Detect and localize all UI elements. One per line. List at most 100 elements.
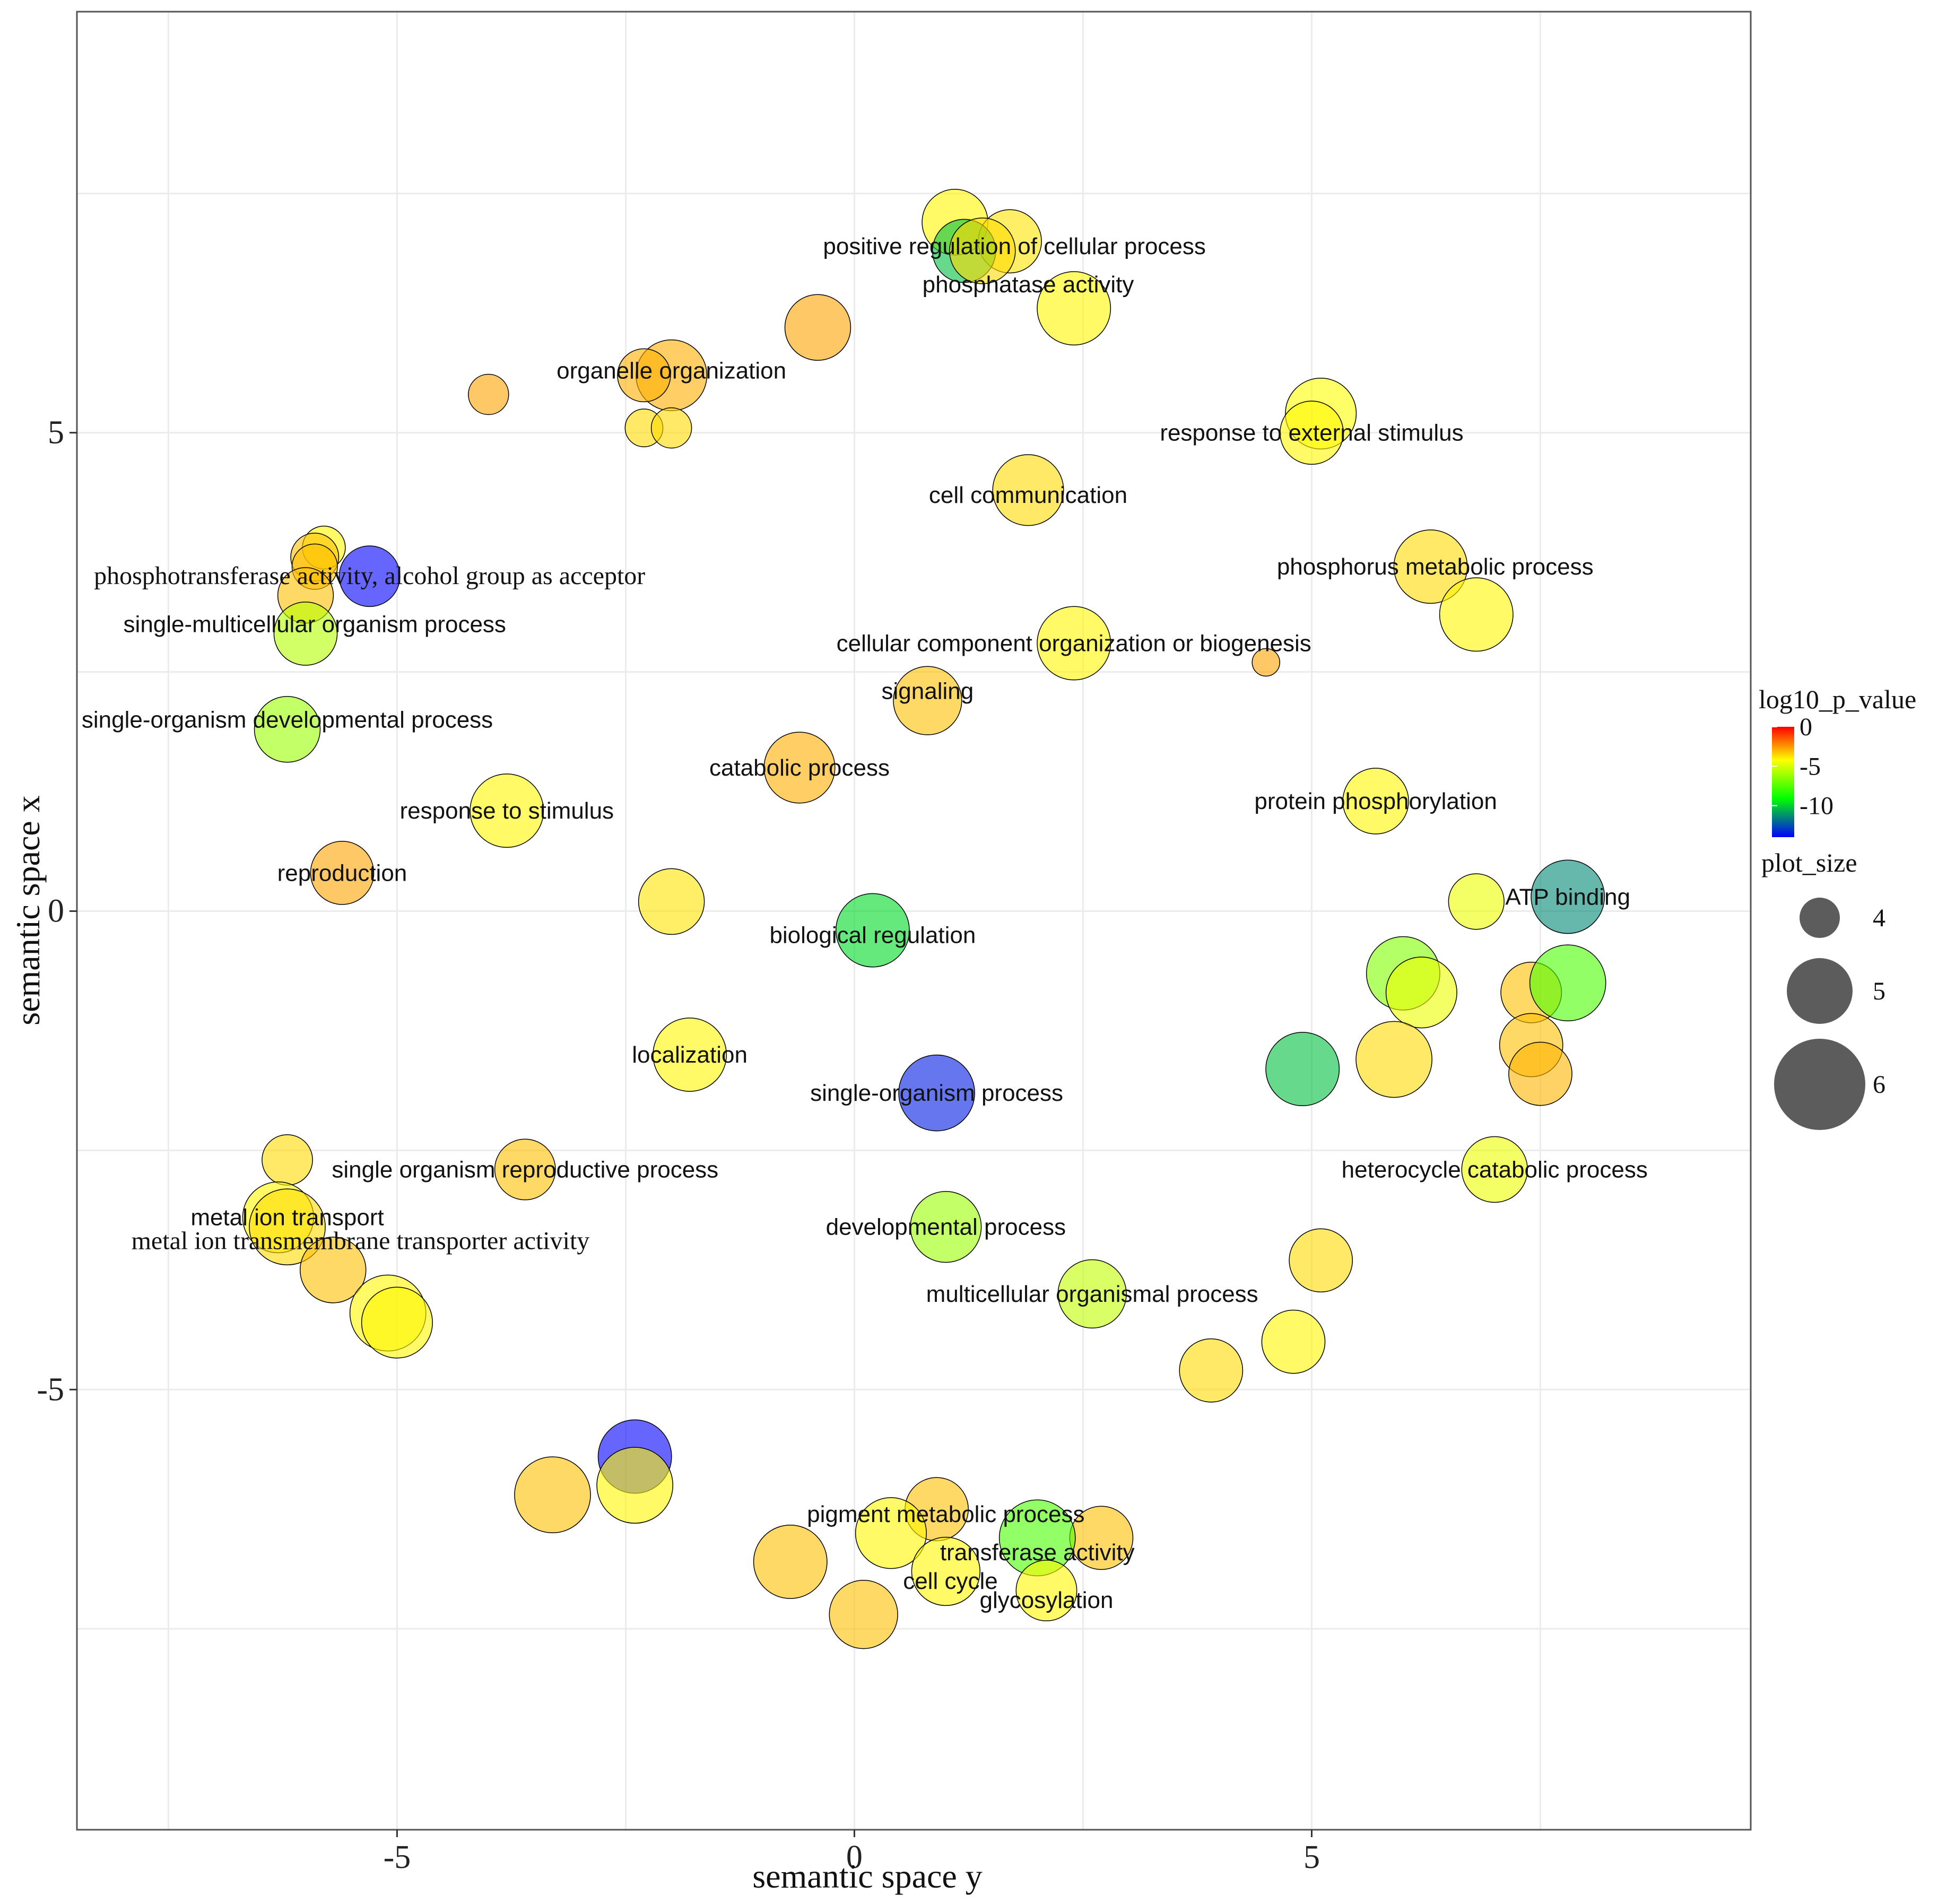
bubble-point (1265, 1032, 1340, 1107)
color-tick-label: -5 (1800, 752, 1821, 780)
term-label: signaling (882, 679, 974, 705)
bubble-point (1461, 1136, 1528, 1203)
bubble-point (249, 1188, 326, 1266)
size-legend-label: 4 (1873, 904, 1885, 932)
y-axis-title: semantic space x (9, 795, 47, 1025)
bubble-point (617, 348, 671, 403)
term-labels: positive regulation of cellular process p… (82, 233, 1648, 1613)
size-legend-circle (1787, 958, 1853, 1024)
bubble-point (1342, 768, 1409, 834)
bubble-point (829, 1580, 898, 1649)
bubble-point (338, 545, 401, 607)
term-label: phosphorus metabolic process (1277, 554, 1594, 580)
color-legend-bar (1772, 727, 1794, 837)
term-label: localization (632, 1042, 748, 1068)
bubble-point (949, 218, 1016, 284)
size-legend-label: 5 (1873, 977, 1885, 1005)
term-label: heterocycle catabolic process (1342, 1157, 1648, 1183)
y-tick-label: -5 (37, 1371, 64, 1407)
bubble-point (1252, 648, 1281, 677)
bubble-point (1393, 529, 1468, 604)
bubble-point (763, 732, 836, 804)
term-label: single organism reproductive process (332, 1157, 718, 1183)
bubble-point (784, 294, 851, 361)
term-label: catabolic process (709, 755, 890, 781)
bubble-point (835, 893, 910, 968)
bubble-point (299, 1237, 367, 1303)
bubble-point (361, 1286, 433, 1359)
term-label: cellular component organization or bioge… (837, 630, 1311, 656)
term-label: response to stimulus (400, 798, 614, 824)
term-label: biological regulation (769, 923, 976, 949)
bubble-point (653, 1018, 727, 1092)
bubble-point (254, 696, 321, 763)
term-label: metal ion transport (190, 1205, 384, 1231)
color-tick-label: -10 (1800, 792, 1833, 820)
bubble-point (1037, 271, 1111, 346)
size-legend-label: 6 (1873, 1071, 1885, 1099)
bubble-point (468, 373, 509, 415)
term-label: cell cycle (903, 1568, 998, 1594)
bubble-point (1439, 577, 1514, 652)
term-label: protein phosphorylation (1254, 788, 1497, 814)
x-axis-title: semantic space y (752, 1857, 983, 1895)
bubble-point (893, 666, 962, 735)
size-legend-circle (1774, 1039, 1865, 1130)
bubble-point (1015, 1560, 1077, 1622)
bubble-point (1508, 1041, 1572, 1106)
bubble-point (855, 1497, 927, 1569)
bubble-point (514, 1456, 591, 1534)
bubble-point (1531, 859, 1605, 934)
term-label: phosphatase activity (923, 272, 1134, 298)
term-label: cell communication (929, 482, 1127, 508)
bubble-point (992, 454, 1064, 526)
term-label: multicellular organismal process (926, 1281, 1258, 1307)
bubble-point (273, 602, 338, 666)
size-legend-circle (1800, 898, 1840, 938)
term-label: developmental process (826, 1214, 1066, 1240)
color-tick-label: 0 (1800, 713, 1812, 741)
bubble-point (898, 1054, 975, 1132)
bubble-point (1355, 1021, 1432, 1098)
bubble-point (1448, 873, 1505, 930)
bubble-point (1289, 1228, 1353, 1293)
term-label: organelle organization (557, 358, 786, 384)
term-label: ATP binding (1505, 884, 1630, 910)
term-label: response to external stimulus (1160, 420, 1463, 446)
bubble-point (753, 1525, 828, 1599)
bubble-point (1280, 401, 1344, 465)
bubble-point (262, 1134, 313, 1186)
term-label: reproduction (277, 860, 407, 886)
y-tick-label: 0 (48, 893, 64, 929)
size-legend-title: plot_size (1761, 848, 1857, 877)
term-label: positive regulation of cellular process (823, 233, 1206, 259)
bubble-point (310, 840, 375, 905)
axis-ticks: -5 0 5 -5 0 5 (37, 415, 1320, 1875)
color-legend-title: log10_p_value (1759, 684, 1916, 714)
term-label: pigment metabolic process (807, 1501, 1084, 1527)
bubble-point (596, 1447, 674, 1524)
bubble-point (1261, 1309, 1326, 1374)
term-label: phosphotransferase activity, alcohol gro… (94, 562, 645, 590)
term-label: glycosylation (980, 1587, 1114, 1613)
x-tick-label: 0 (846, 1839, 863, 1875)
term-label: single-organism developmental process (82, 707, 493, 733)
bubble-point (1529, 944, 1606, 1022)
term-label: metal ion transmembrane transporter acti… (132, 1227, 590, 1255)
term-label: transferase activity (940, 1540, 1135, 1566)
term-label: single-multicellular organism process (124, 611, 506, 637)
color-legend-ticks: 0 -5 -10 (1772, 713, 1833, 820)
bubble-point (1057, 1259, 1127, 1329)
bubble-point (650, 407, 692, 449)
bubble-point (470, 773, 544, 848)
bubble-point (1385, 957, 1457, 1029)
bubble-point (638, 868, 705, 935)
bubbles (242, 189, 1606, 1649)
bubble-point (1037, 606, 1111, 681)
term-label: single-organism process (810, 1080, 1063, 1106)
x-tick-label: -5 (384, 1839, 411, 1875)
size-legend-entries: 4 5 6 (1774, 898, 1885, 1130)
y-tick-label: 5 (48, 415, 64, 451)
legend: log10_p_value 0 -5 -10 plot_size 4 5 6 (1759, 684, 1916, 1130)
